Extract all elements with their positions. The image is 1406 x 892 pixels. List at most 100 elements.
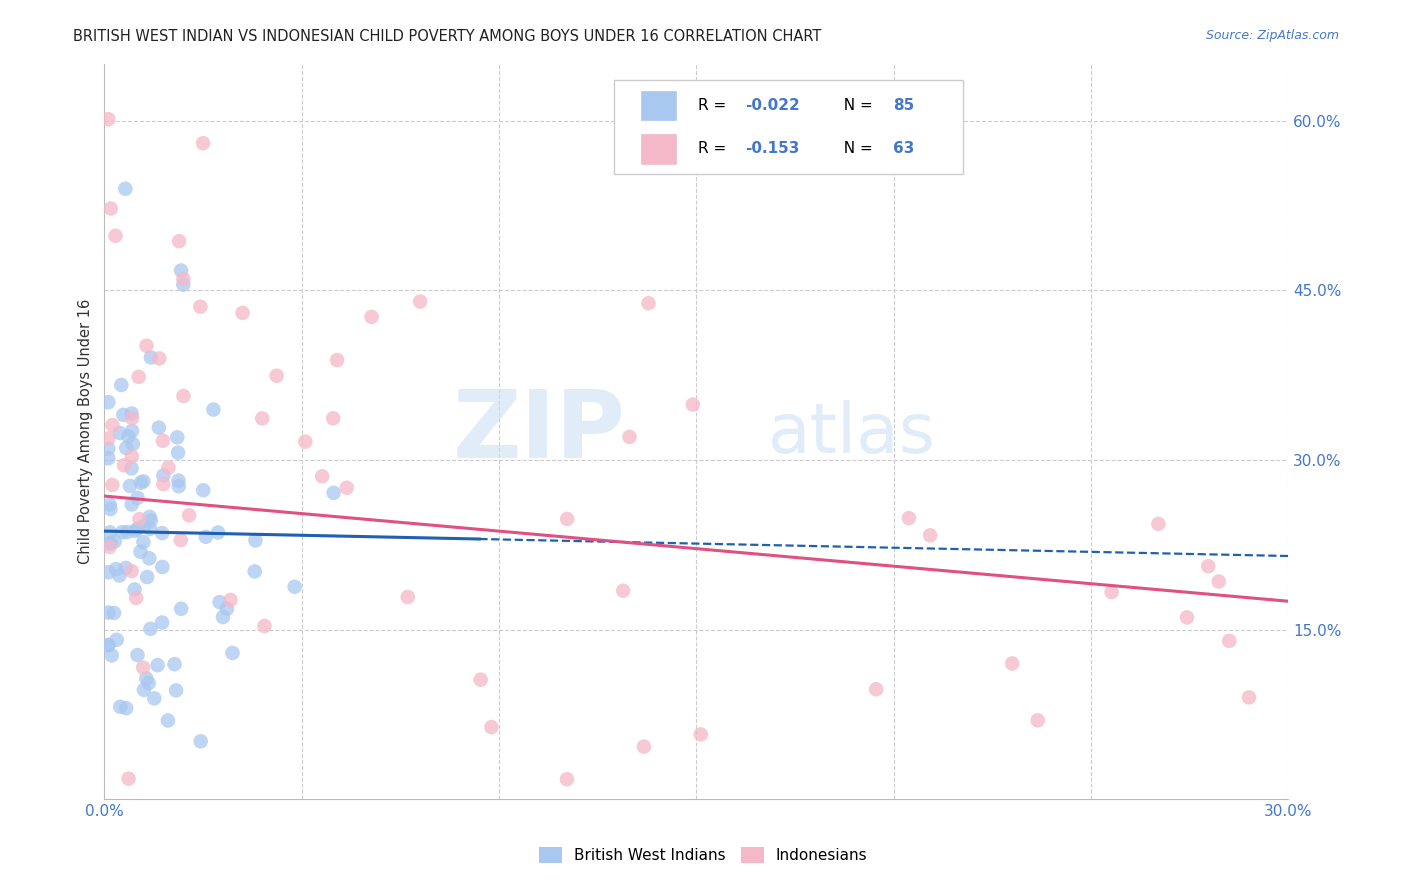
Point xyxy=(266,368,288,383)
Bar xyxy=(641,135,676,163)
Point xyxy=(114,182,136,196)
Y-axis label: Child Poverty Among Boys Under 16: Child Poverty Among Boys Under 16 xyxy=(79,299,93,565)
Point xyxy=(212,610,235,624)
Point xyxy=(193,483,215,498)
Bar xyxy=(641,91,676,120)
Point xyxy=(121,564,143,578)
Point xyxy=(336,481,359,495)
Point xyxy=(243,565,266,579)
Point xyxy=(555,512,578,526)
Point xyxy=(139,351,162,365)
Point xyxy=(156,714,179,728)
Point xyxy=(115,441,138,455)
Point xyxy=(146,658,169,673)
Point xyxy=(172,389,194,403)
Point xyxy=(221,646,243,660)
Point xyxy=(110,378,132,392)
Point xyxy=(108,568,131,582)
Point xyxy=(396,590,419,604)
Point xyxy=(148,420,170,434)
Point xyxy=(1218,633,1240,648)
Point xyxy=(115,561,138,575)
Point xyxy=(177,508,200,523)
Point xyxy=(97,432,120,446)
Text: -0.153: -0.153 xyxy=(745,142,800,156)
Point xyxy=(121,461,143,475)
Point xyxy=(110,699,132,714)
Text: Source: ZipAtlas.com: Source: ZipAtlas.com xyxy=(1205,29,1339,43)
Point xyxy=(115,524,138,539)
Point xyxy=(105,632,128,647)
Point xyxy=(139,522,162,536)
Text: ZIP: ZIP xyxy=(453,385,626,477)
Point xyxy=(1101,585,1123,599)
Point xyxy=(165,683,187,698)
Point xyxy=(101,478,124,492)
Point xyxy=(138,509,160,524)
Text: BRITISH WEST INDIAN VS INDONESIAN CHILD POVERTY AMONG BOYS UNDER 16 CORRELATION : BRITISH WEST INDIAN VS INDONESIAN CHILD … xyxy=(73,29,821,45)
Point xyxy=(152,468,174,483)
Point xyxy=(202,402,225,417)
Point xyxy=(682,398,704,412)
Point xyxy=(152,434,174,448)
Text: -0.022: -0.022 xyxy=(745,98,800,113)
Point xyxy=(190,300,212,314)
Point xyxy=(97,606,120,620)
Point xyxy=(101,418,124,433)
Point xyxy=(920,528,942,542)
Point xyxy=(97,638,120,652)
Point xyxy=(172,277,194,292)
Point xyxy=(1197,559,1219,574)
Point xyxy=(121,450,143,464)
Point xyxy=(138,676,160,690)
Point xyxy=(172,272,194,286)
Point xyxy=(139,622,162,636)
Text: 63: 63 xyxy=(893,142,914,156)
Point xyxy=(150,615,173,630)
Point xyxy=(111,525,134,540)
Point xyxy=(103,606,125,620)
Point xyxy=(190,734,212,748)
Point xyxy=(124,524,146,538)
Point xyxy=(245,533,267,548)
Point xyxy=(97,565,120,579)
Point xyxy=(112,408,135,422)
Text: R =: R = xyxy=(697,142,731,156)
Point xyxy=(125,591,148,605)
Point xyxy=(167,479,190,493)
Point xyxy=(167,474,190,488)
Point xyxy=(98,525,121,540)
Point xyxy=(166,430,188,444)
Point xyxy=(897,511,920,525)
Point xyxy=(322,411,344,425)
Point xyxy=(97,442,120,456)
Point xyxy=(1208,574,1230,589)
Point xyxy=(619,430,641,444)
Point xyxy=(637,296,659,310)
Point xyxy=(117,429,139,443)
Point xyxy=(135,339,157,353)
Point xyxy=(470,673,492,687)
Point xyxy=(1001,657,1024,671)
Point xyxy=(322,486,344,500)
Point xyxy=(360,310,382,324)
Text: 85: 85 xyxy=(893,98,914,113)
Point xyxy=(128,512,150,526)
Point xyxy=(132,660,155,674)
Point xyxy=(121,407,143,421)
Point xyxy=(215,601,238,615)
Point xyxy=(139,514,162,528)
Point xyxy=(157,460,180,475)
Point xyxy=(105,562,128,576)
Point xyxy=(163,657,186,672)
Point xyxy=(127,522,149,536)
Point xyxy=(104,228,127,243)
Point xyxy=(127,648,149,662)
FancyBboxPatch shape xyxy=(613,80,963,174)
Point xyxy=(207,525,229,540)
Point xyxy=(100,648,122,663)
Point xyxy=(117,772,139,786)
Point xyxy=(191,136,214,151)
Point xyxy=(134,519,156,533)
Point xyxy=(612,583,634,598)
